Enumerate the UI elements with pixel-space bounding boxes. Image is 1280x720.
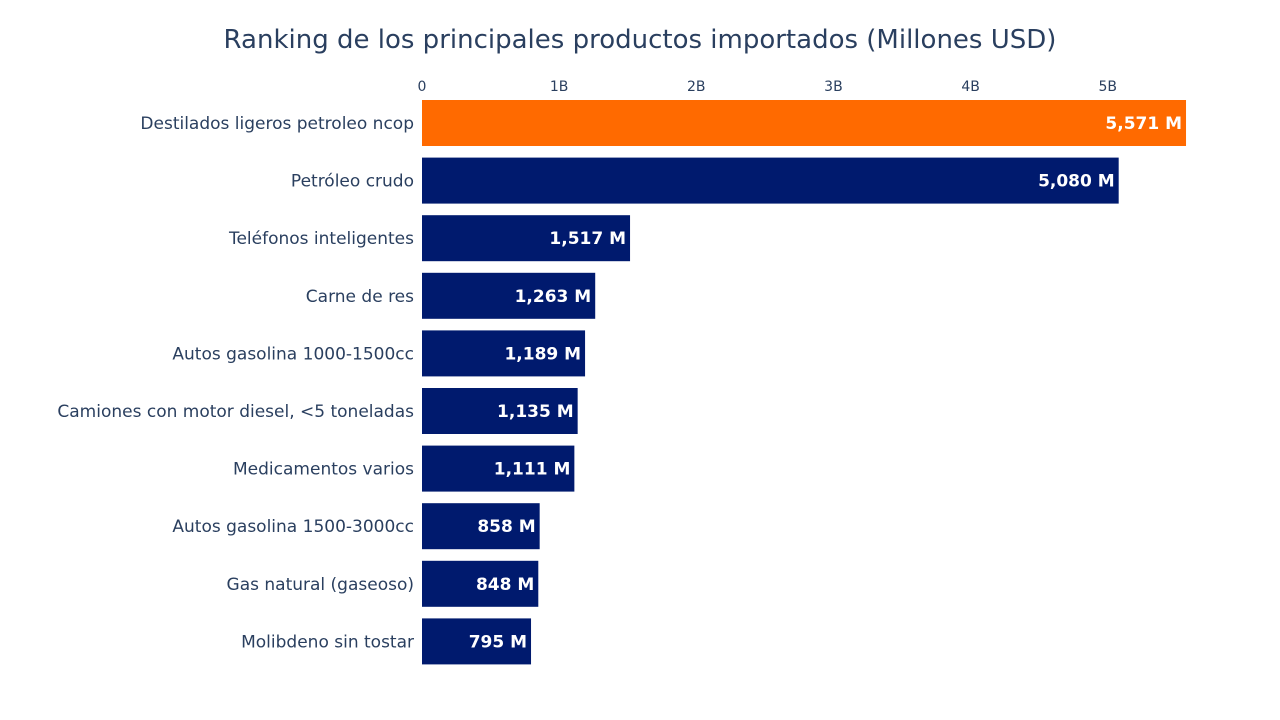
category-label: Medicamentos varios — [233, 460, 414, 480]
category-label: Autos gasolina 1500-3000cc — [172, 517, 414, 537]
bar — [422, 215, 631, 262]
category-label: Autos gasolina 1000-1500cc — [172, 344, 414, 364]
bar — [422, 503, 540, 550]
category-label: Petróleo crudo — [291, 172, 414, 192]
bars — [422, 100, 1187, 665]
bar — [422, 618, 532, 665]
x-tick-label: 3B — [824, 79, 843, 95]
category-label: Destilados ligeros petroleo ncop — [140, 114, 414, 134]
x-tick-label: 0 — [418, 79, 427, 95]
x-tick-label: 5B — [1098, 79, 1117, 95]
x-tick-label: 4B — [961, 79, 980, 95]
bar — [422, 330, 586, 377]
bar-value-label: 1,189 M — [504, 344, 581, 364]
bar-value-label: 5,080 M — [1038, 172, 1115, 192]
x-axis-ticks: 0 1B 2B 3B 4B 5B — [418, 79, 1117, 95]
category-label: Teléfonos inteligentes — [228, 229, 414, 249]
x-tick-label: 1B — [550, 79, 569, 95]
bar-value-label: 858 M — [477, 517, 535, 537]
x-tick-label: 2B — [687, 79, 706, 95]
category-label: Gas natural (gaseoso) — [227, 575, 414, 595]
category-label: Molibdeno sin tostar — [241, 632, 414, 652]
bar-value-label: 1,111 M — [494, 460, 571, 480]
bar — [422, 272, 596, 319]
bar-value-label: 848 M — [476, 575, 534, 595]
bar-value-label: 1,517 M — [549, 229, 626, 249]
category-label: Camiones con motor diesel, <5 toneladas — [57, 402, 414, 422]
value-labels: 5,571 M 5,080 M 1,517 M 1,263 M 1,189 M 1,135… — [469, 114, 1182, 652]
bar — [422, 157, 1119, 204]
bar — [422, 388, 578, 434]
bar-value-label: 795 M — [469, 632, 527, 652]
chart-title: Ranking de los principales productos imp… — [224, 25, 1057, 55]
bar-value-label: 1,135 M — [497, 402, 574, 422]
bar — [422, 445, 575, 492]
category-labels: Destilados ligeros petroleo ncop Petróleo… — [57, 114, 414, 652]
bar — [422, 100, 1187, 146]
category-label: Carne de res — [306, 287, 414, 307]
bar-value-label: 5,571 M — [1105, 114, 1182, 134]
bar — [422, 560, 539, 607]
bar-value-label: 1,263 M — [515, 287, 592, 307]
